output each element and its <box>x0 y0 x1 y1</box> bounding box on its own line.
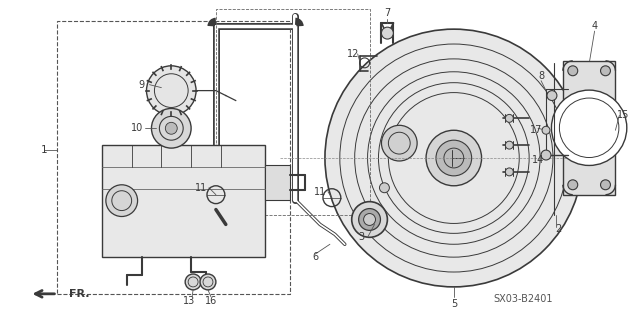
Text: FR.: FR. <box>69 289 89 299</box>
Circle shape <box>505 114 513 122</box>
Text: SX03-B2401: SX03-B2401 <box>494 294 553 304</box>
Circle shape <box>505 141 513 149</box>
Circle shape <box>359 209 380 230</box>
Circle shape <box>147 66 196 116</box>
Circle shape <box>505 168 513 176</box>
Circle shape <box>364 213 375 225</box>
Bar <box>102 145 266 257</box>
Circle shape <box>542 126 550 134</box>
Text: 11: 11 <box>314 187 326 197</box>
Bar <box>266 165 290 200</box>
Circle shape <box>601 180 610 190</box>
Circle shape <box>382 27 393 39</box>
Text: 17: 17 <box>530 125 542 135</box>
Text: 14: 14 <box>532 155 544 165</box>
Circle shape <box>436 140 471 176</box>
Circle shape <box>325 29 583 287</box>
Circle shape <box>382 125 417 161</box>
Circle shape <box>568 180 578 190</box>
Text: 16: 16 <box>205 296 217 306</box>
Text: 11: 11 <box>195 183 207 193</box>
Text: 15: 15 <box>617 110 629 120</box>
Circle shape <box>185 274 201 290</box>
Bar <box>563 61 615 195</box>
Text: 13: 13 <box>183 296 196 306</box>
Text: 9: 9 <box>138 80 145 90</box>
Text: 8: 8 <box>538 71 544 81</box>
Bar <box>216 9 369 214</box>
Circle shape <box>552 90 627 165</box>
Text: 4: 4 <box>592 21 598 31</box>
Circle shape <box>106 185 138 217</box>
Circle shape <box>541 150 551 160</box>
Text: 10: 10 <box>131 123 143 133</box>
Circle shape <box>568 66 578 76</box>
Text: 6: 6 <box>312 252 318 262</box>
Circle shape <box>166 122 177 134</box>
Text: 2: 2 <box>555 224 561 234</box>
Circle shape <box>601 66 610 76</box>
Circle shape <box>380 183 389 193</box>
Circle shape <box>152 108 191 148</box>
Text: 7: 7 <box>384 8 390 18</box>
Circle shape <box>426 130 482 186</box>
Text: 1: 1 <box>41 145 48 155</box>
Text: 5: 5 <box>451 299 457 309</box>
Bar <box>57 21 290 294</box>
Circle shape <box>352 202 387 237</box>
Circle shape <box>200 274 216 290</box>
Text: 12: 12 <box>347 49 359 59</box>
Text: 3: 3 <box>359 232 365 242</box>
Circle shape <box>547 91 557 100</box>
